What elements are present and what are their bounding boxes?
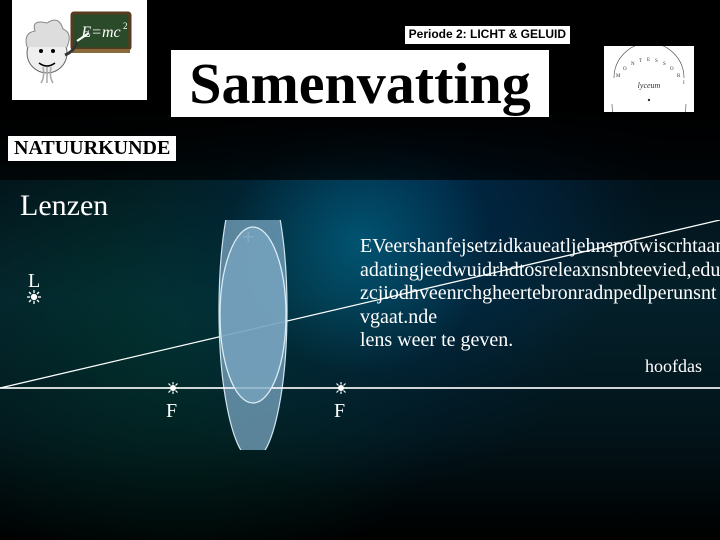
point-F-right-marker bbox=[335, 382, 347, 394]
lens-diagram-overlay bbox=[0, 220, 720, 450]
point-L-marker bbox=[27, 290, 41, 304]
page-title: Samenvatting bbox=[171, 50, 549, 117]
svg-text:N: N bbox=[631, 62, 635, 67]
svg-text:O: O bbox=[623, 67, 627, 72]
convex-lens-shape bbox=[220, 227, 286, 403]
svg-text:S: S bbox=[655, 59, 658, 64]
logo-sub: lyceum bbox=[638, 81, 661, 90]
svg-text:O: O bbox=[670, 67, 674, 72]
slide-content: E=mc 2 Periode 2: LICHT & GELUID Samenva… bbox=[0, 0, 720, 540]
point-F-left-marker bbox=[167, 382, 179, 394]
montessori-logo-icon: MON TES SOR I lyceum bbox=[604, 46, 694, 112]
svg-text:M: M bbox=[616, 74, 621, 79]
svg-text:E: E bbox=[647, 58, 650, 63]
svg-text:R: R bbox=[677, 74, 681, 79]
section-title: Lenzen bbox=[20, 189, 108, 223]
period-label: Periode 2: LICHT & GELUID bbox=[405, 26, 570, 44]
svg-text:S: S bbox=[663, 62, 666, 67]
svg-text:I: I bbox=[683, 81, 685, 86]
period-label-strip: Periode 2: LICHT & GELUID bbox=[150, 26, 710, 44]
svg-text:2: 2 bbox=[123, 21, 128, 31]
svg-text:T: T bbox=[639, 59, 642, 64]
svg-text:E=mc: E=mc bbox=[80, 24, 120, 41]
subject-label: NATUURKUNDE bbox=[8, 136, 176, 161]
school-logo: MON TES SOR I lyceum bbox=[604, 46, 694, 112]
